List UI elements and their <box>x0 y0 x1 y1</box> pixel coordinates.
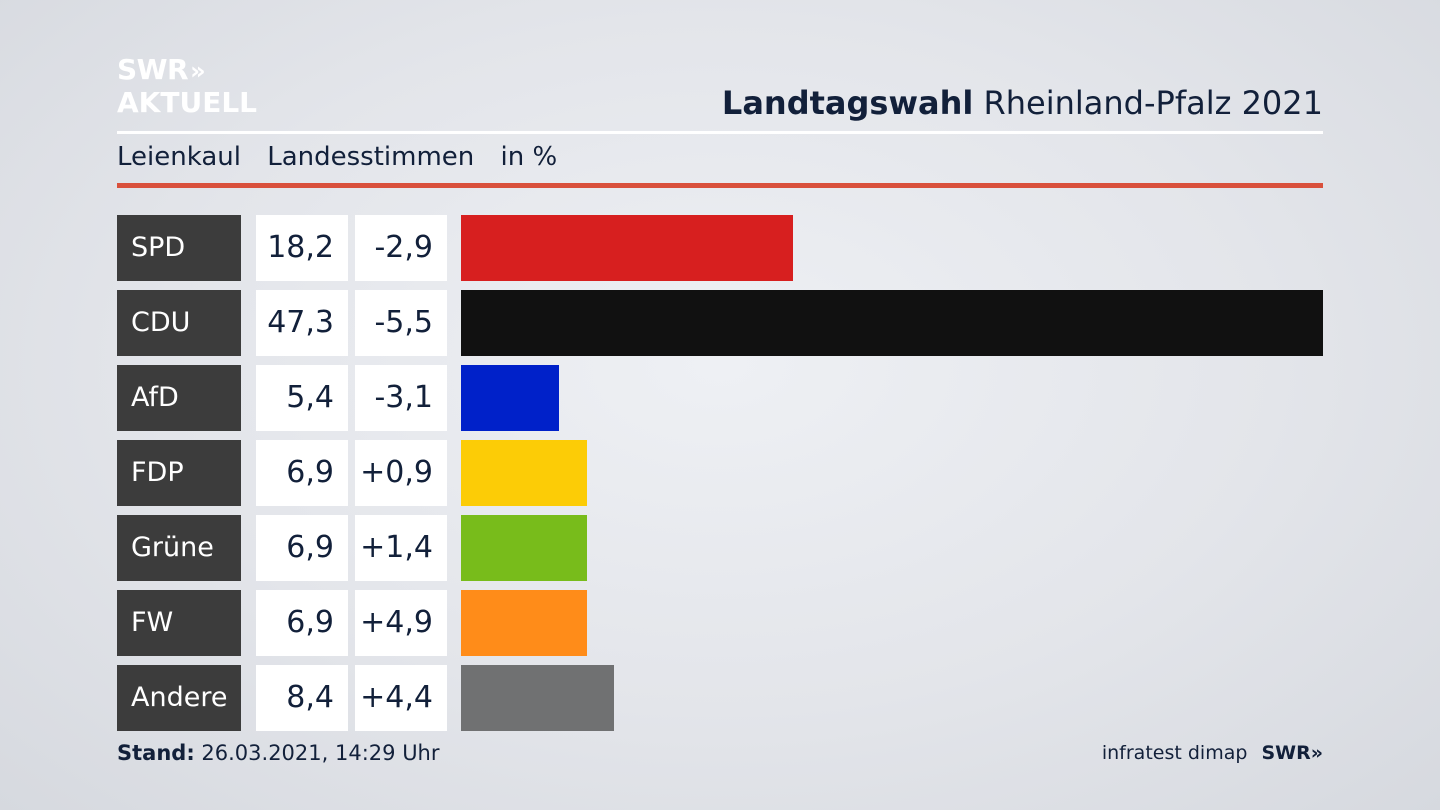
bar-cdu <box>461 290 1323 356</box>
vote-share-label: 6,9 <box>256 515 348 581</box>
timestamp: Stand: 26.03.2021, 14:29 Uhr <box>117 741 440 765</box>
party-label: FDP <box>117 440 241 506</box>
logo-chevrons-icon: » <box>190 57 206 85</box>
party-label: AfD <box>117 365 241 431</box>
subtitle-vote-type: Landesstimmen <box>267 142 475 172</box>
change-label: +1,4 <box>355 515 447 581</box>
change-label: -5,5 <box>355 290 447 356</box>
bar-fw <box>461 590 587 656</box>
change-label: +4,4 <box>355 665 447 731</box>
bar-grüne <box>461 515 587 581</box>
result-row: SPD 18,2 -2,9 <box>117 215 1323 281</box>
vote-share-label: 8,4 <box>256 665 348 731</box>
subtitle-unit: in % <box>500 142 558 172</box>
bar-afd <box>461 365 559 431</box>
change-label: -2,9 <box>355 215 447 281</box>
bar-fdp <box>461 440 587 506</box>
vote-share-label: 5,4 <box>256 365 348 431</box>
result-row: FW 6,9 +4,9 <box>117 590 1323 656</box>
accent-divider <box>117 183 1323 188</box>
result-row: Grüne 6,9 +1,4 <box>117 515 1323 581</box>
vote-share-label: 18,2 <box>256 215 348 281</box>
source-credit: infratest dimap SWR» <box>1102 742 1323 764</box>
stand-value: 26.03.2021, 14:29 Uhr <box>201 741 440 765</box>
swr-aktuell-logo: SWR» AKTUELL <box>117 54 257 119</box>
page-title: Landtagswahl Rheinland-Pfalz 2021 <box>722 84 1323 122</box>
change-label: +4,9 <box>355 590 447 656</box>
title-rest: Rheinland-Pfalz 2021 <box>983 84 1323 122</box>
result-row: Andere 8,4 +4,4 <box>117 665 1323 731</box>
party-label: FW <box>117 590 241 656</box>
result-row: AfD 5,4 -3,1 <box>117 365 1323 431</box>
source-label: infratest dimap <box>1101 742 1248 764</box>
title-bold: Landtagswahl <box>721 84 974 122</box>
party-label: SPD <box>117 215 241 281</box>
logo-aktuell-text: AKTUELL <box>117 86 258 119</box>
result-row: FDP 6,9 +0,9 <box>117 440 1323 506</box>
change-label: +0,9 <box>355 440 447 506</box>
party-label: Grüne <box>117 515 241 581</box>
swr-brand-icon: SWR» <box>1261 742 1323 764</box>
change-label: -3,1 <box>355 365 447 431</box>
bar-spd <box>461 215 793 281</box>
stand-label: Stand: <box>117 741 195 765</box>
vote-share-label: 6,9 <box>256 440 348 506</box>
party-label: CDU <box>117 290 241 356</box>
subtitle: Leienkaul Landesstimmen in % <box>117 142 575 172</box>
subtitle-region: Leienkaul <box>117 142 241 172</box>
vote-share-label: 47,3 <box>256 290 348 356</box>
header-divider <box>117 131 1323 134</box>
result-row: CDU 47,3 -5,5 <box>117 290 1323 356</box>
vote-share-label: 6,9 <box>256 590 348 656</box>
logo-swr-text: SWR <box>117 53 189 86</box>
party-label: Andere <box>117 665 241 731</box>
bar-andere <box>461 665 614 731</box>
